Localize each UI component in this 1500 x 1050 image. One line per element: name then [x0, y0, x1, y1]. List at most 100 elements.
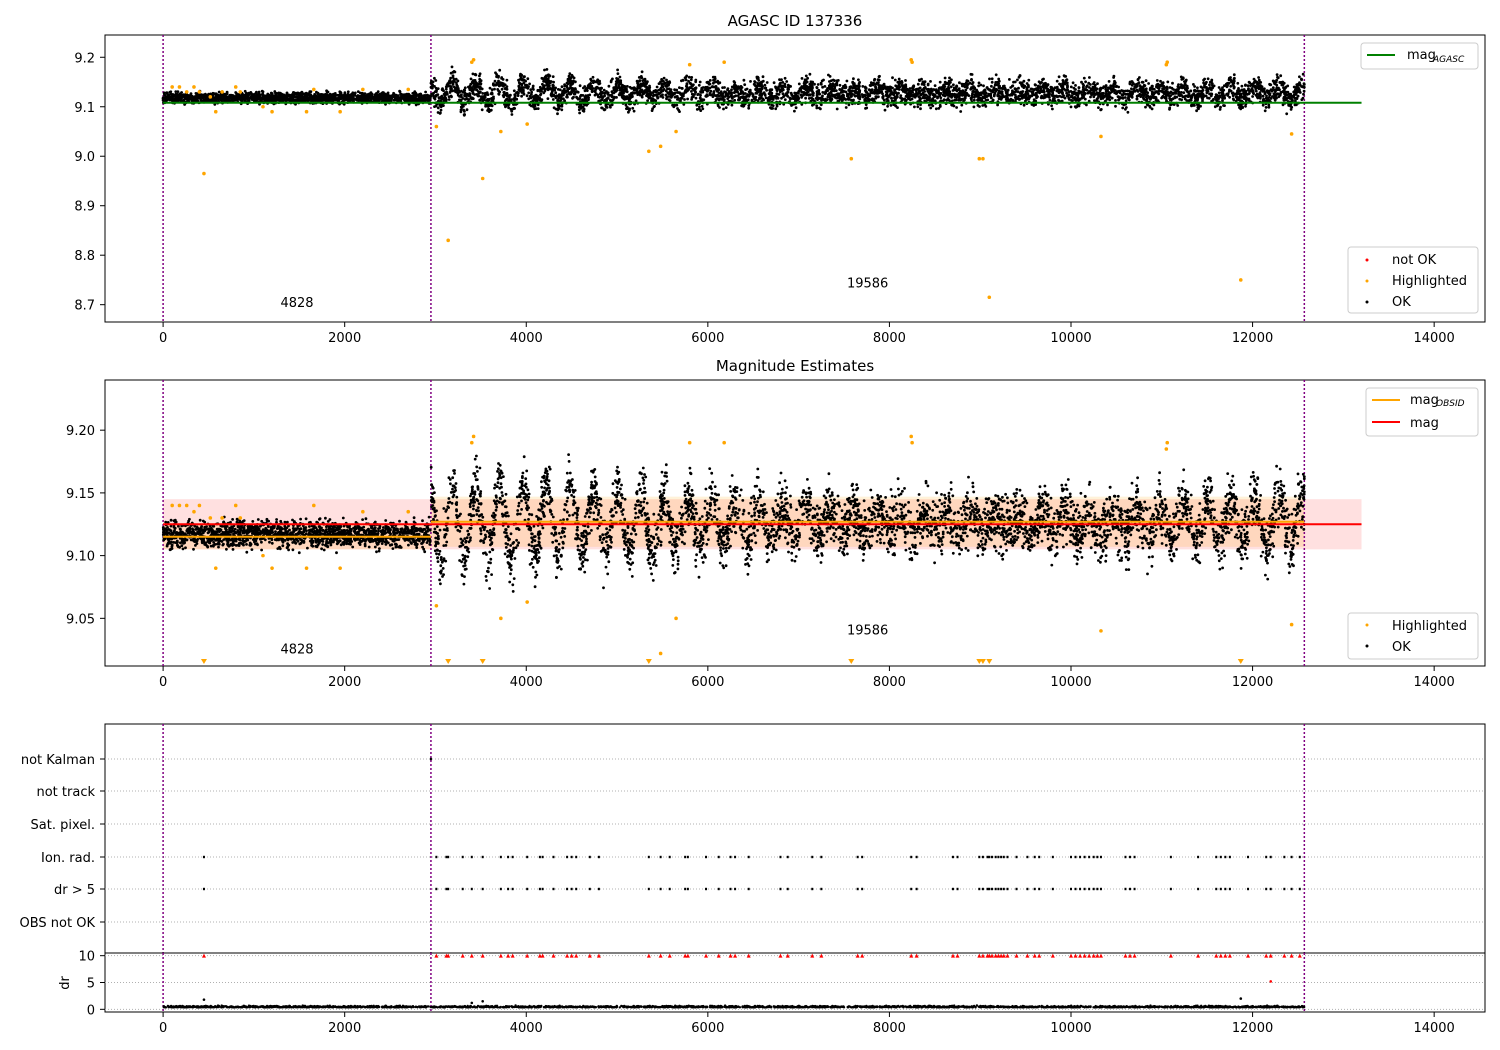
agasc-ok-point — [529, 88, 533, 91]
agasc-ok-point — [313, 94, 317, 97]
agasc-ok-point — [747, 106, 751, 110]
agasc-ok-point — [730, 103, 734, 107]
agasc-ok-point — [1171, 92, 1174, 96]
agasc-ok-point — [775, 92, 779, 96]
agasc-ok-point — [423, 99, 426, 103]
agasc-ok-point — [163, 93, 166, 96]
agasc-ok-point — [1302, 85, 1306, 89]
agasc-ok-point — [835, 107, 839, 111]
agasc-ok-point — [1055, 79, 1059, 83]
agasc-ok-point — [1105, 93, 1108, 96]
agasc-ok-point — [1083, 91, 1087, 95]
agasc-ok-point — [807, 97, 811, 100]
agasc-ok-point — [462, 113, 466, 117]
agasc-ok-point — [625, 89, 628, 93]
agasc-ok-point — [546, 97, 550, 100]
agasc-ok-point — [941, 85, 944, 89]
agasc-ok-point — [593, 90, 597, 94]
agasc-ok-point — [618, 75, 622, 79]
agasc-ok-point — [528, 82, 531, 86]
agasc-ok-point — [313, 99, 317, 102]
agasc-ok-point — [1247, 80, 1251, 84]
agasc-ok-point — [1077, 86, 1081, 90]
agasc-ok-point — [1135, 94, 1139, 98]
agasc-ok-point — [976, 104, 980, 107]
agasc-ok-point — [883, 108, 887, 112]
agasc-ok-point — [1092, 95, 1096, 99]
agasc-ok-point — [491, 97, 494, 100]
agasc-ok-point — [180, 91, 184, 94]
agasc-ok-point — [749, 80, 752, 83]
agasc-ok-point — [271, 96, 275, 100]
agasc-ok-point — [1107, 93, 1111, 97]
agasc-ok-point — [838, 83, 842, 87]
agasc-ok-point — [1147, 82, 1150, 85]
agasc-ok-point — [493, 87, 496, 91]
agasc-ok-point — [1057, 75, 1061, 79]
agasc-ok-point — [1193, 88, 1197, 92]
agasc-ok-point — [1146, 94, 1149, 97]
agasc-ok-point — [1098, 87, 1102, 91]
agasc-ok-point — [309, 94, 313, 97]
agasc-ok-point — [985, 95, 989, 98]
agasc-ok-point — [390, 94, 394, 98]
agasc-ok-point — [1060, 88, 1064, 92]
agasc-ok-point — [770, 91, 774, 95]
agasc-ok-point — [896, 106, 899, 109]
agasc-ok-point — [346, 97, 350, 101]
agasc-ok-point — [209, 98, 213, 102]
agasc-ok-point — [1157, 92, 1161, 96]
agasc-ok-point — [212, 97, 216, 101]
agasc-panel-title: AGASC ID 137336 — [728, 12, 863, 30]
agasc-axes-frame — [104, 34, 1486, 323]
agasc-ok-point — [697, 83, 701, 87]
agasc-ok-point — [1115, 92, 1118, 96]
agasc-ok-point — [296, 98, 299, 102]
agasc-ok-point — [753, 83, 757, 87]
agasc-ok-point — [1106, 103, 1109, 107]
agasc-ok-point — [851, 86, 855, 90]
agasc-ok-point — [1144, 105, 1147, 109]
agasc-ok-point — [255, 90, 258, 94]
agasc-ok-point — [889, 104, 893, 107]
agasc-ok-point — [1193, 85, 1196, 88]
agasc-ok-point — [245, 96, 249, 99]
agasc-ok-point — [709, 89, 713, 93]
agasc-ok-point — [510, 113, 514, 116]
agasc-ok-point — [356, 90, 360, 93]
agasc-ok-point — [328, 99, 331, 102]
agasc-ok-point — [800, 90, 803, 94]
agasc-ok-point — [625, 107, 629, 110]
agasc-ok-point — [345, 95, 349, 98]
agasc-ok-point — [979, 83, 983, 87]
agasc-ok-point — [184, 95, 188, 99]
agasc-ok-point — [955, 106, 958, 109]
agasc-ok-point — [546, 86, 549, 90]
agasc-ok-point — [886, 104, 889, 108]
agasc-ok-point — [753, 80, 756, 83]
agasc-ok-point — [1250, 82, 1254, 86]
agasc-ok-point — [1080, 96, 1084, 100]
agasc-ok-point — [718, 106, 721, 109]
agasc-ok-point — [1027, 84, 1030, 87]
agasc-ok-point — [913, 105, 916, 109]
agasc-ok-point — [864, 107, 867, 110]
agasc-ok-point — [786, 86, 790, 89]
agasc-ok-point — [1171, 81, 1174, 85]
agasc-ok-point — [240, 97, 244, 101]
agasc-ok-point — [428, 96, 432, 100]
agasc-ok-point — [827, 92, 831, 95]
agasc-ok-point — [233, 98, 237, 102]
agasc-ok-point — [990, 80, 994, 84]
agasc-ok-point — [661, 85, 665, 89]
agasc-xtick-label: 0 — [159, 331, 167, 346]
agasc-ok-point — [878, 74, 881, 78]
agasc-ok-point — [552, 80, 555, 84]
agasc-ok-point — [512, 106, 516, 110]
agasc-ok-point — [1247, 97, 1251, 101]
agasc-ok-point — [290, 93, 293, 97]
agasc-ok-point — [195, 94, 199, 98]
agasc-ok-point — [1298, 91, 1302, 94]
agasc-ok-point — [592, 79, 596, 83]
agasc-ok-point — [835, 83, 839, 87]
